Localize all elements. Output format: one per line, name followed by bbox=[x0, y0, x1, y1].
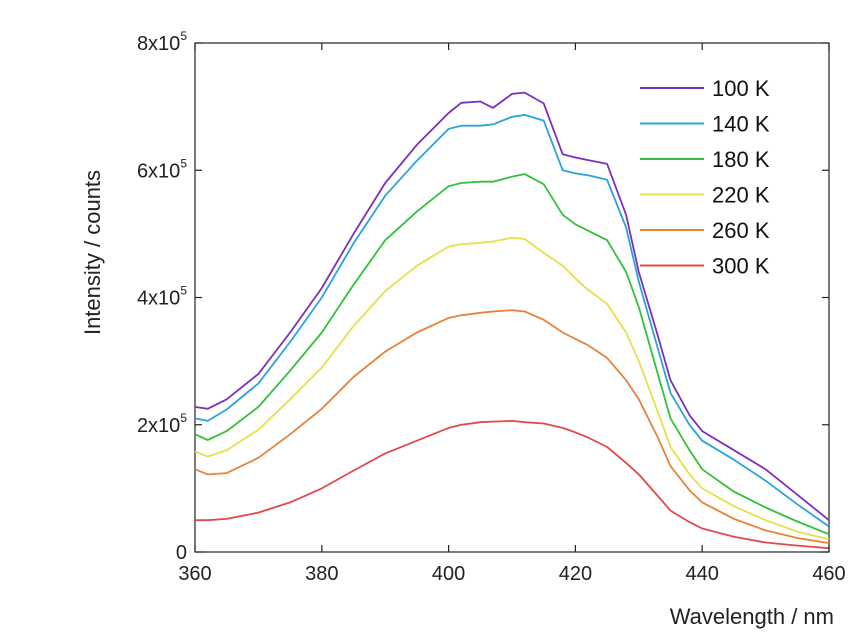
series-line-180-k bbox=[194, 173, 830, 536]
legend-label: 220 K bbox=[712, 183, 770, 208]
y-tick-label: 4x105 bbox=[137, 284, 187, 310]
y-tick-label: 0 bbox=[176, 542, 187, 564]
legend-label: 100 K bbox=[712, 76, 770, 101]
series-line-260-k bbox=[194, 309, 830, 544]
y-tick-label: 2x105 bbox=[137, 411, 187, 437]
y-tick-label-exponent: 5 bbox=[180, 284, 187, 298]
y-tick-label: 8x105 bbox=[137, 29, 187, 55]
x-tick-label: 420 bbox=[559, 563, 592, 585]
legend-label: 180 K bbox=[712, 147, 770, 172]
y-tick-label-exponent: 5 bbox=[180, 156, 187, 170]
x-tick-label: 460 bbox=[812, 563, 845, 585]
y-tick-label: 6x105 bbox=[137, 156, 187, 182]
x-tick-label: 360 bbox=[178, 563, 211, 585]
x-axis: 360 380 400 420 440 460 bbox=[178, 43, 846, 585]
series-line-220-k bbox=[194, 236, 830, 541]
y-tick-label-exponent: 5 bbox=[180, 411, 187, 425]
x-tick-label: 400 bbox=[432, 563, 465, 585]
legend-label: 260 K bbox=[712, 218, 770, 243]
y-tick-label-base: 2x10 bbox=[137, 415, 180, 437]
x-tick-label: 440 bbox=[686, 563, 719, 585]
legend-label: 140 K bbox=[712, 112, 770, 137]
series-line-140-k bbox=[194, 114, 830, 528]
series-line-300-k bbox=[195, 420, 830, 550]
series-layer bbox=[194, 91, 830, 550]
y-axis-title: Intensity / counts bbox=[80, 170, 105, 335]
y-tick-label-base: 0 bbox=[176, 542, 187, 564]
y-tick-label-base: 8x10 bbox=[137, 33, 180, 55]
legend-label: 300 K bbox=[712, 254, 770, 279]
x-tick-label: 380 bbox=[305, 563, 338, 585]
y-tick-label-base: 6x10 bbox=[137, 160, 180, 182]
series-line-100-k bbox=[194, 91, 830, 521]
legend: 100 K 140 K 180 K 220 K 260 K 300 K bbox=[640, 76, 770, 279]
y-tick-label-exponent: 5 bbox=[180, 29, 187, 43]
y-tick-label-base: 4x10 bbox=[137, 288, 180, 310]
x-axis-title: Wavelength / nm bbox=[670, 604, 834, 629]
